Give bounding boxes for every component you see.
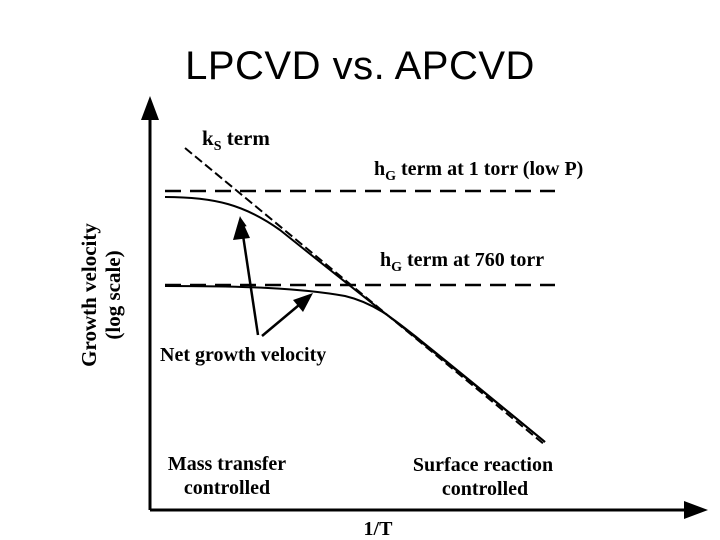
- hg-atmospheric-label: hG term at 760 torr: [380, 249, 544, 275]
- net-growth-arrow-lower-head: [293, 293, 313, 312]
- hg-atm-label-main: h: [380, 249, 391, 271]
- mass-transfer-label-line1: Mass transfer: [168, 453, 286, 475]
- ks-term-label: kS term: [202, 126, 270, 154]
- ks-term-label-rest: term: [221, 126, 270, 150]
- y-axis-arrowhead: [141, 96, 159, 120]
- net-growth-curve-atmospheric: [164, 285, 546, 443]
- net-growth-velocity-label: Net growth velocity: [160, 344, 326, 366]
- surface-reaction-label-line2: controlled: [442, 478, 528, 500]
- hg-atm-label-subscript: G: [391, 260, 402, 275]
- page-title: LPCVD vs. APCVD: [185, 44, 535, 88]
- hg-atm-label-rest: term at 760 torr: [402, 249, 544, 271]
- ks-term-label-main: k: [202, 126, 214, 150]
- x-axis-arrowhead: [684, 501, 708, 519]
- hg-low-label-main: h: [374, 158, 385, 180]
- net-growth-arrow-upper: [236, 217, 260, 336]
- net-growth-arrow-lower: [261, 299, 306, 337]
- mass-transfer-label-line2: controlled: [184, 477, 270, 499]
- y-axis-label-line1: Growth velocity: [77, 223, 101, 367]
- hg-low-label-subscript: G: [385, 169, 396, 184]
- hg-low-label-rest: term at 1 torr (low P): [396, 158, 583, 180]
- ks-term-label-subscript: S: [214, 139, 222, 154]
- y-axis-label-line2: (log scale): [101, 250, 125, 339]
- surface-reaction-label-line1: Surface reaction: [413, 454, 553, 476]
- net-growth-curve-low-pressure: [164, 196, 546, 443]
- hg-low-pressure-label: hG term at 1 torr (low P): [374, 158, 583, 184]
- x-axis-label: 1/T: [364, 518, 394, 540]
- net-growth-arrow-upper-head: [233, 216, 250, 240]
